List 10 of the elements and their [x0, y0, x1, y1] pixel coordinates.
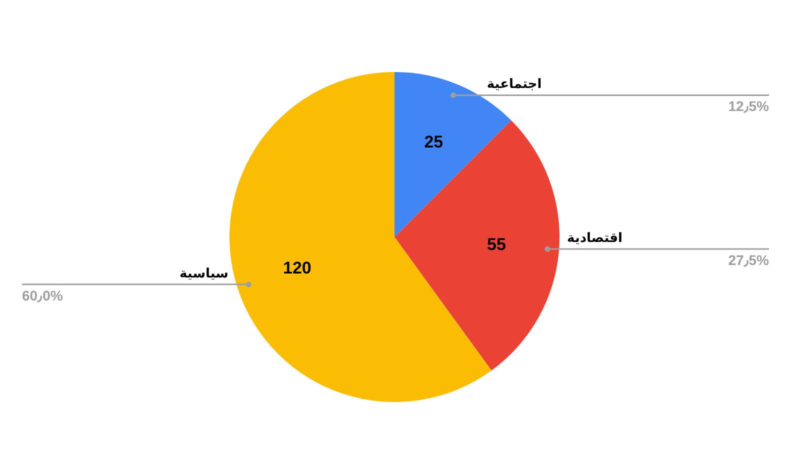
text: 27٫5%: [728, 252, 770, 268]
slice-label: اجتماعية: [486, 77, 542, 92]
text: 60٫0%: [22, 287, 64, 304]
text: 12٫5%: [728, 98, 770, 114]
data-label: 55: [487, 235, 506, 254]
data-label: 25: [424, 132, 444, 152]
slice-label: اقتصادية: [567, 231, 622, 246]
slice-label: سياسية: [180, 266, 228, 282]
pie-slice: [394, 120, 560, 370]
data-label: 120: [283, 258, 312, 278]
